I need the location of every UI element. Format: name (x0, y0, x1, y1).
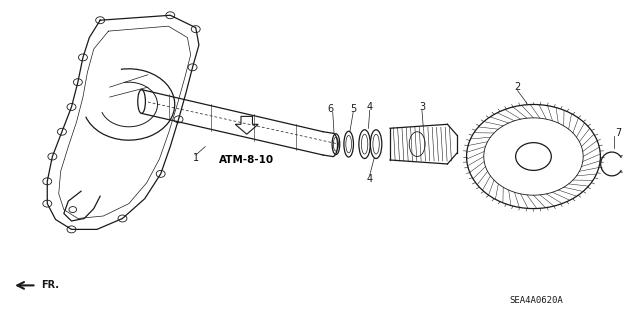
Text: 3: 3 (419, 102, 425, 112)
Text: 2: 2 (515, 82, 521, 92)
Text: SEA4A0620A: SEA4A0620A (510, 296, 564, 305)
Text: FR.: FR. (41, 280, 59, 290)
Text: 1: 1 (193, 153, 199, 163)
Text: ATM-8-10: ATM-8-10 (219, 155, 275, 165)
Text: 6: 6 (328, 104, 334, 115)
Text: 4: 4 (367, 102, 372, 112)
Text: 4: 4 (367, 174, 372, 184)
Text: 7: 7 (615, 128, 621, 138)
Text: 5: 5 (350, 104, 356, 115)
